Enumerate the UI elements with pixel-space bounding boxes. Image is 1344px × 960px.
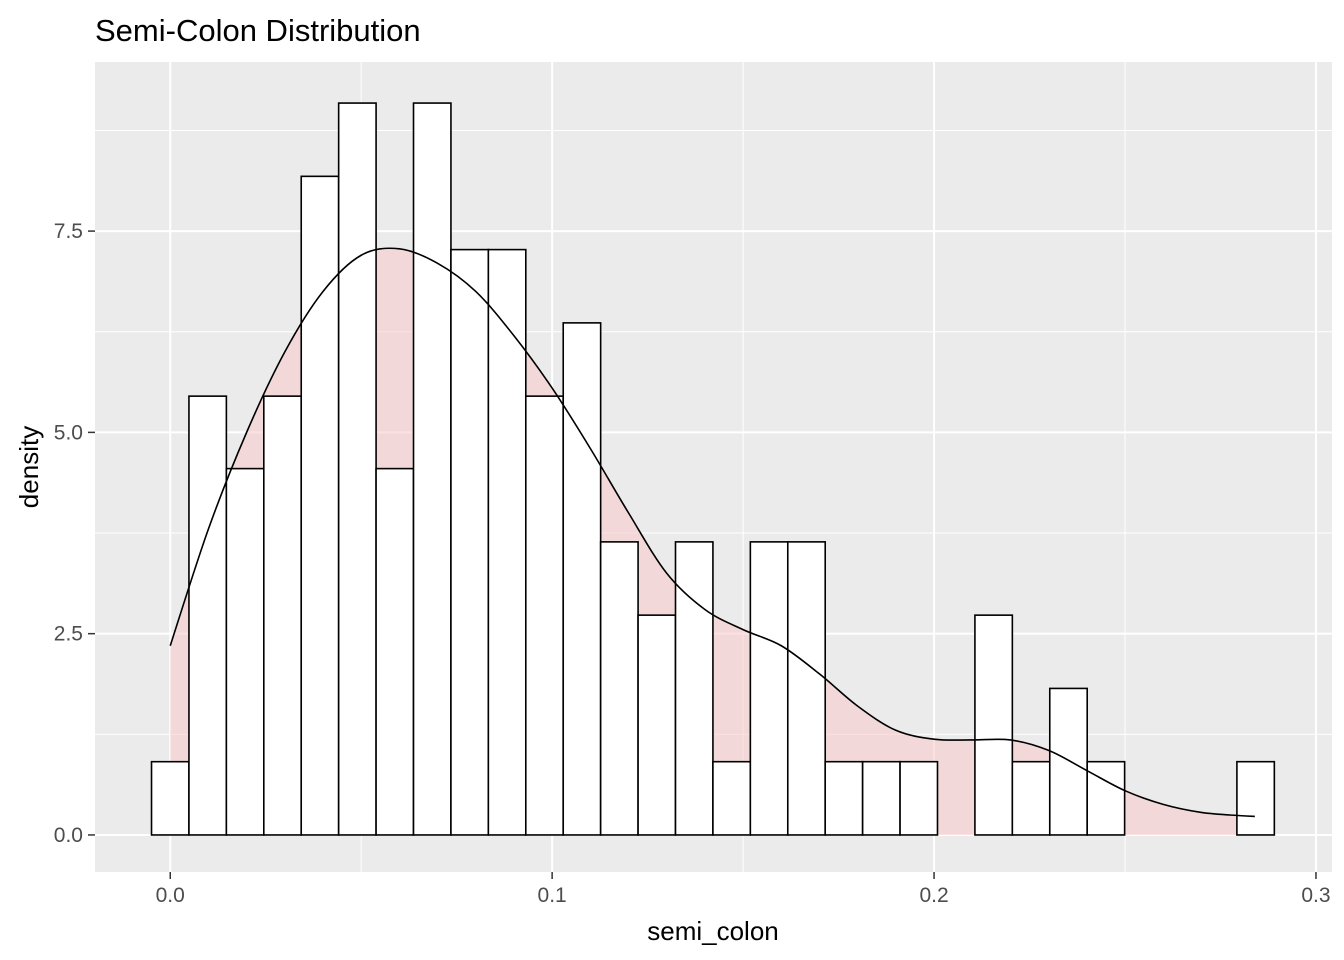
y-tick-label: 5.0	[54, 421, 83, 444]
x-axis-title: semi_colon	[647, 916, 779, 946]
x-tick-label: 0.3	[1301, 884, 1330, 907]
histogram-bar	[263, 395, 303, 836]
histogram-bar	[1048, 687, 1088, 836]
density-line-layer	[169, 247, 1255, 818]
histogram-bar	[1086, 760, 1126, 836]
histogram-bar	[1236, 760, 1276, 836]
histogram-bar	[824, 760, 864, 836]
x-tick-label: 0.2	[919, 884, 948, 907]
histogram-bars	[150, 102, 1276, 836]
histogram-bar	[150, 760, 190, 836]
x-tick-label: 0.0	[156, 884, 185, 907]
histogram-bar	[861, 760, 901, 836]
histogram-bar	[637, 614, 677, 836]
histogram-bar	[712, 760, 752, 836]
histogram-bar	[562, 322, 602, 836]
x-axis: 0.0 0.1 0.2 0.3	[156, 872, 1331, 907]
histogram-bar	[674, 541, 714, 836]
histogram-bar	[300, 175, 340, 836]
histogram-bar	[786, 541, 827, 836]
y-tick-label: 2.5	[54, 623, 83, 646]
y-axis: 0.0 2.5 5.0 7.5	[54, 220, 95, 847]
histogram-bar	[599, 541, 639, 836]
histogram-bar	[899, 760, 939, 836]
x-tick-label: 0.1	[538, 884, 567, 907]
histogram-bar	[337, 102, 377, 836]
density-curve	[169, 247, 1255, 818]
grid-lines	[95, 62, 1332, 872]
histogram-bar	[1011, 760, 1051, 836]
y-tick-label: 7.5	[54, 220, 83, 243]
histogram-bar	[412, 102, 452, 836]
histogram-bar	[450, 248, 490, 836]
y-tick-label: 0.0	[54, 824, 83, 847]
chart-title: Semi-Colon Distribution	[95, 13, 421, 48]
y-axis-title: density	[14, 426, 44, 508]
histogram-bar	[974, 614, 1014, 836]
histogram-bar	[225, 467, 265, 836]
histogram-bar	[375, 467, 415, 836]
histogram-bar	[188, 395, 228, 836]
histogram-bar	[749, 541, 789, 836]
histogram-bar	[524, 395, 565, 836]
histogram-bar	[487, 248, 527, 836]
